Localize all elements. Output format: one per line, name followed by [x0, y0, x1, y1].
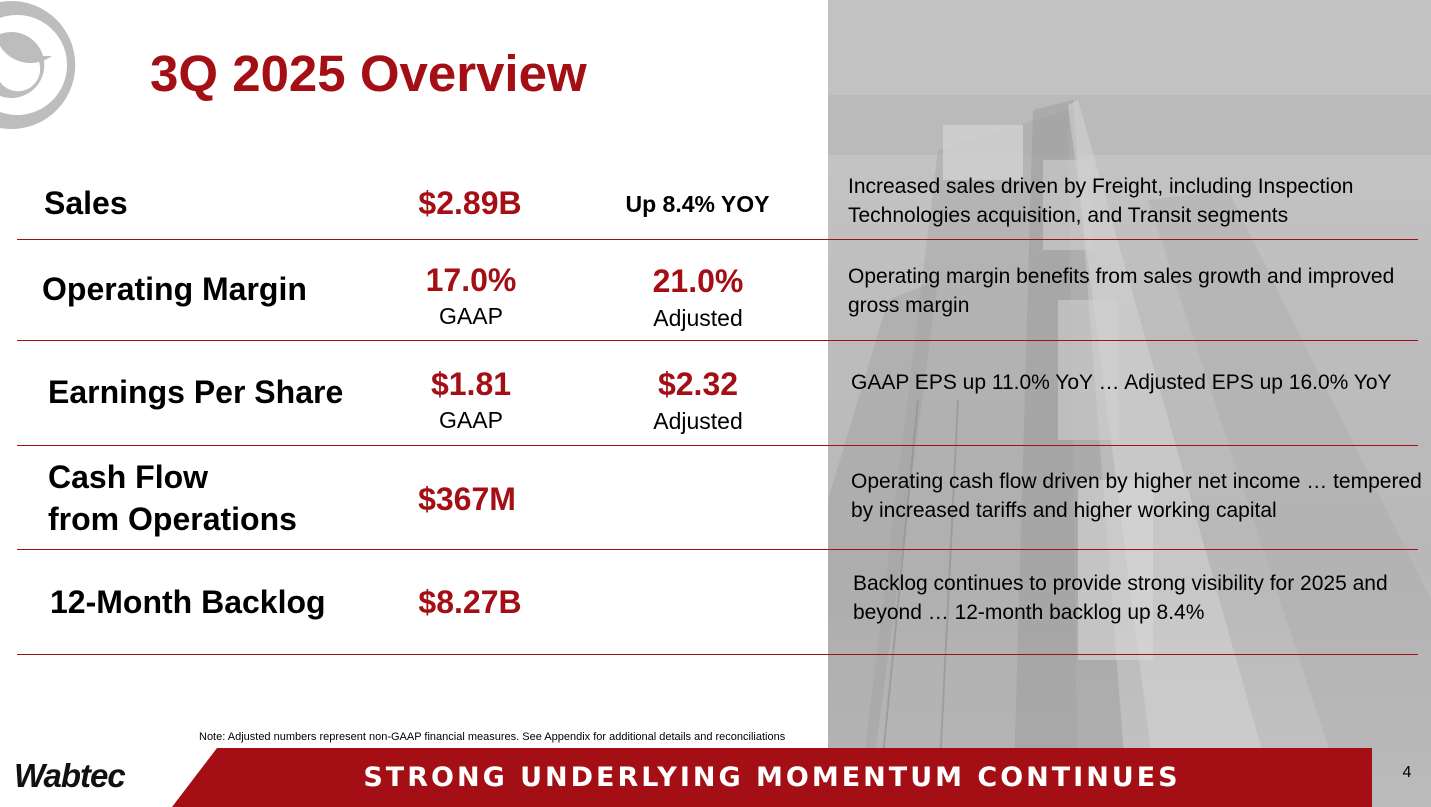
backlog-description: Backlog continues to provide strong visi… — [853, 572, 1388, 624]
operating-margin-gaap-value: 17.0% — [425, 262, 517, 298]
eps-adjusted-label: Adjusted — [653, 408, 743, 434]
row-label-earnings-per-share: Earnings Per Share — [48, 374, 344, 410]
sales-description: Increased sales driven by Freight, inclu… — [848, 175, 1354, 227]
eps-gaap-value: $1.81 — [430, 366, 512, 402]
row-divider — [17, 340, 1418, 341]
cash-flow-description: Operating cash flow driven by higher net… — [851, 470, 1422, 522]
backlog-value: $8.27B — [418, 584, 522, 620]
operating-margin-description: Operating margin benefits from sales gro… — [848, 265, 1395, 317]
row-label-cash-flow-line2: from Operations — [48, 501, 297, 537]
eps-adjusted-value: $2.32 — [657, 366, 739, 402]
operating-margin-adjusted-value: 21.0% — [652, 263, 744, 299]
sales-value: $2.89B — [418, 185, 522, 221]
footer-banner — [172, 748, 1372, 807]
row-divider — [17, 239, 1418, 240]
wabtec-logo: Wabtec — [14, 757, 126, 794]
row-divider — [17, 549, 1418, 550]
page-number: 4 — [1402, 764, 1412, 781]
page-title: 3Q 2025 Overview — [150, 45, 587, 102]
eps-gaap-label: GAAP — [439, 407, 503, 433]
row-divider — [17, 654, 1418, 655]
row-label-backlog: 12-Month Backlog — [50, 584, 326, 620]
background-train-photo — [828, 0, 1431, 807]
row-divider — [17, 445, 1418, 446]
sales-growth: Up 8.4% YOY — [625, 191, 770, 217]
operating-margin-adjusted-label: Adjusted — [653, 305, 743, 331]
operating-margin-gaap-label: GAAP — [439, 303, 503, 329]
wabtec-swirl-logo-icon — [0, 0, 76, 130]
eps-description: GAAP EPS up 11.0% YoY … Adjusted EPS up … — [851, 371, 1392, 394]
row-label-operating-margin: Operating Margin — [42, 271, 307, 307]
footer-banner-text: STRONG UNDERLYING MOMENTUM CONTINUES — [363, 762, 1181, 793]
cash-flow-value: $367M — [418, 481, 516, 517]
footnote: Note: Adjusted numbers represent non-GAA… — [199, 731, 786, 743]
row-label-cash-flow-line1: Cash Flow — [48, 459, 209, 495]
row-label-sales: Sales — [44, 185, 128, 221]
